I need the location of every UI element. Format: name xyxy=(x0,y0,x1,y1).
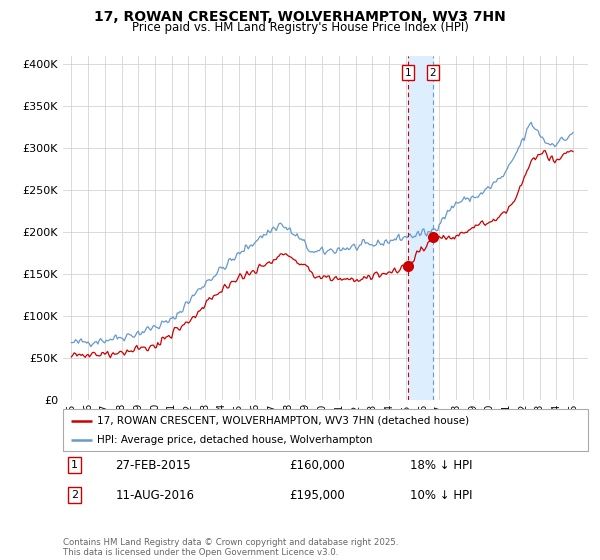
Text: HPI: Average price, detached house, Wolverhampton: HPI: Average price, detached house, Wolv… xyxy=(97,435,373,445)
Text: 17, ROWAN CRESCENT, WOLVERHAMPTON, WV3 7HN (detached house): 17, ROWAN CRESCENT, WOLVERHAMPTON, WV3 7… xyxy=(97,416,469,426)
Text: 2: 2 xyxy=(430,68,436,78)
Text: 10% ↓ HPI: 10% ↓ HPI xyxy=(409,488,472,502)
Text: 11-AUG-2016: 11-AUG-2016 xyxy=(115,488,194,502)
Text: £195,000: £195,000 xyxy=(289,488,344,502)
Text: Contains HM Land Registry data © Crown copyright and database right 2025.
This d: Contains HM Land Registry data © Crown c… xyxy=(63,538,398,557)
Text: £160,000: £160,000 xyxy=(289,459,344,472)
Text: 1: 1 xyxy=(405,68,412,78)
Text: 17, ROWAN CRESCENT, WOLVERHAMPTON, WV3 7HN: 17, ROWAN CRESCENT, WOLVERHAMPTON, WV3 7… xyxy=(94,10,506,24)
Text: 1: 1 xyxy=(71,460,78,470)
Text: 18% ↓ HPI: 18% ↓ HPI xyxy=(409,459,472,472)
Text: 2: 2 xyxy=(71,490,78,500)
Bar xyxy=(408,56,433,400)
Text: 27-FEB-2015: 27-FEB-2015 xyxy=(115,459,191,472)
Text: Price paid vs. HM Land Registry's House Price Index (HPI): Price paid vs. HM Land Registry's House … xyxy=(131,21,469,34)
